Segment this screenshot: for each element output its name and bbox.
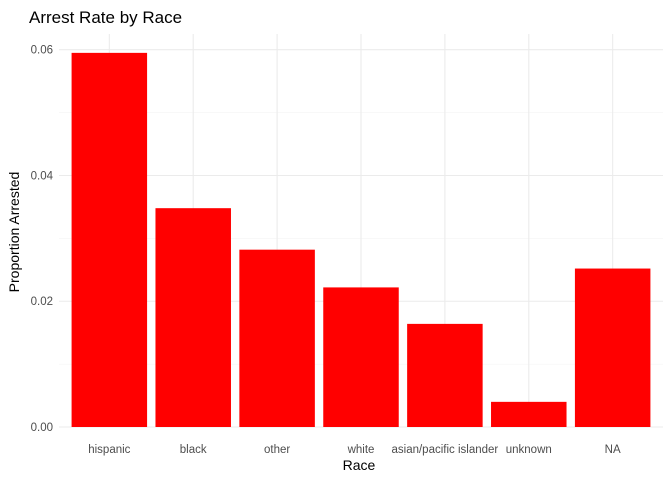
y-tick-label: 0.02 — [31, 296, 53, 308]
x-tick-label: asian/pacific islander — [392, 444, 499, 456]
y-tick-label: 0.04 — [31, 170, 54, 182]
bar-asian-pacific-islander — [407, 323, 483, 427]
x-axis-ticks: hispanic black other white asian/pacific isl… — [88, 444, 621, 456]
x-tick-label: white — [347, 444, 375, 456]
y-axis-title: Proportion Arrested — [6, 172, 22, 293]
x-tick-label: hispanic — [88, 444, 130, 456]
x-tick-label: NA — [605, 444, 621, 456]
x-axis-title: Race — [343, 457, 376, 473]
bars — [71, 52, 651, 427]
bar-hispanic — [71, 52, 148, 427]
y-tick-label: 0.00 — [31, 422, 53, 434]
bar-unknown — [491, 401, 567, 427]
bar-na — [574, 268, 651, 427]
y-axis-ticks: 0.00 0.02 0.04 0.06 — [31, 45, 54, 434]
bar-other — [239, 249, 315, 427]
bar-white — [323, 287, 399, 427]
x-tick-label: unknown — [506, 444, 552, 456]
chart-title: Arrest Rate by Race — [29, 8, 182, 27]
y-tick-label: 0.06 — [31, 45, 53, 57]
x-tick-label: other — [264, 444, 290, 456]
x-tick-label: black — [180, 444, 207, 456]
bar-black — [155, 208, 231, 427]
